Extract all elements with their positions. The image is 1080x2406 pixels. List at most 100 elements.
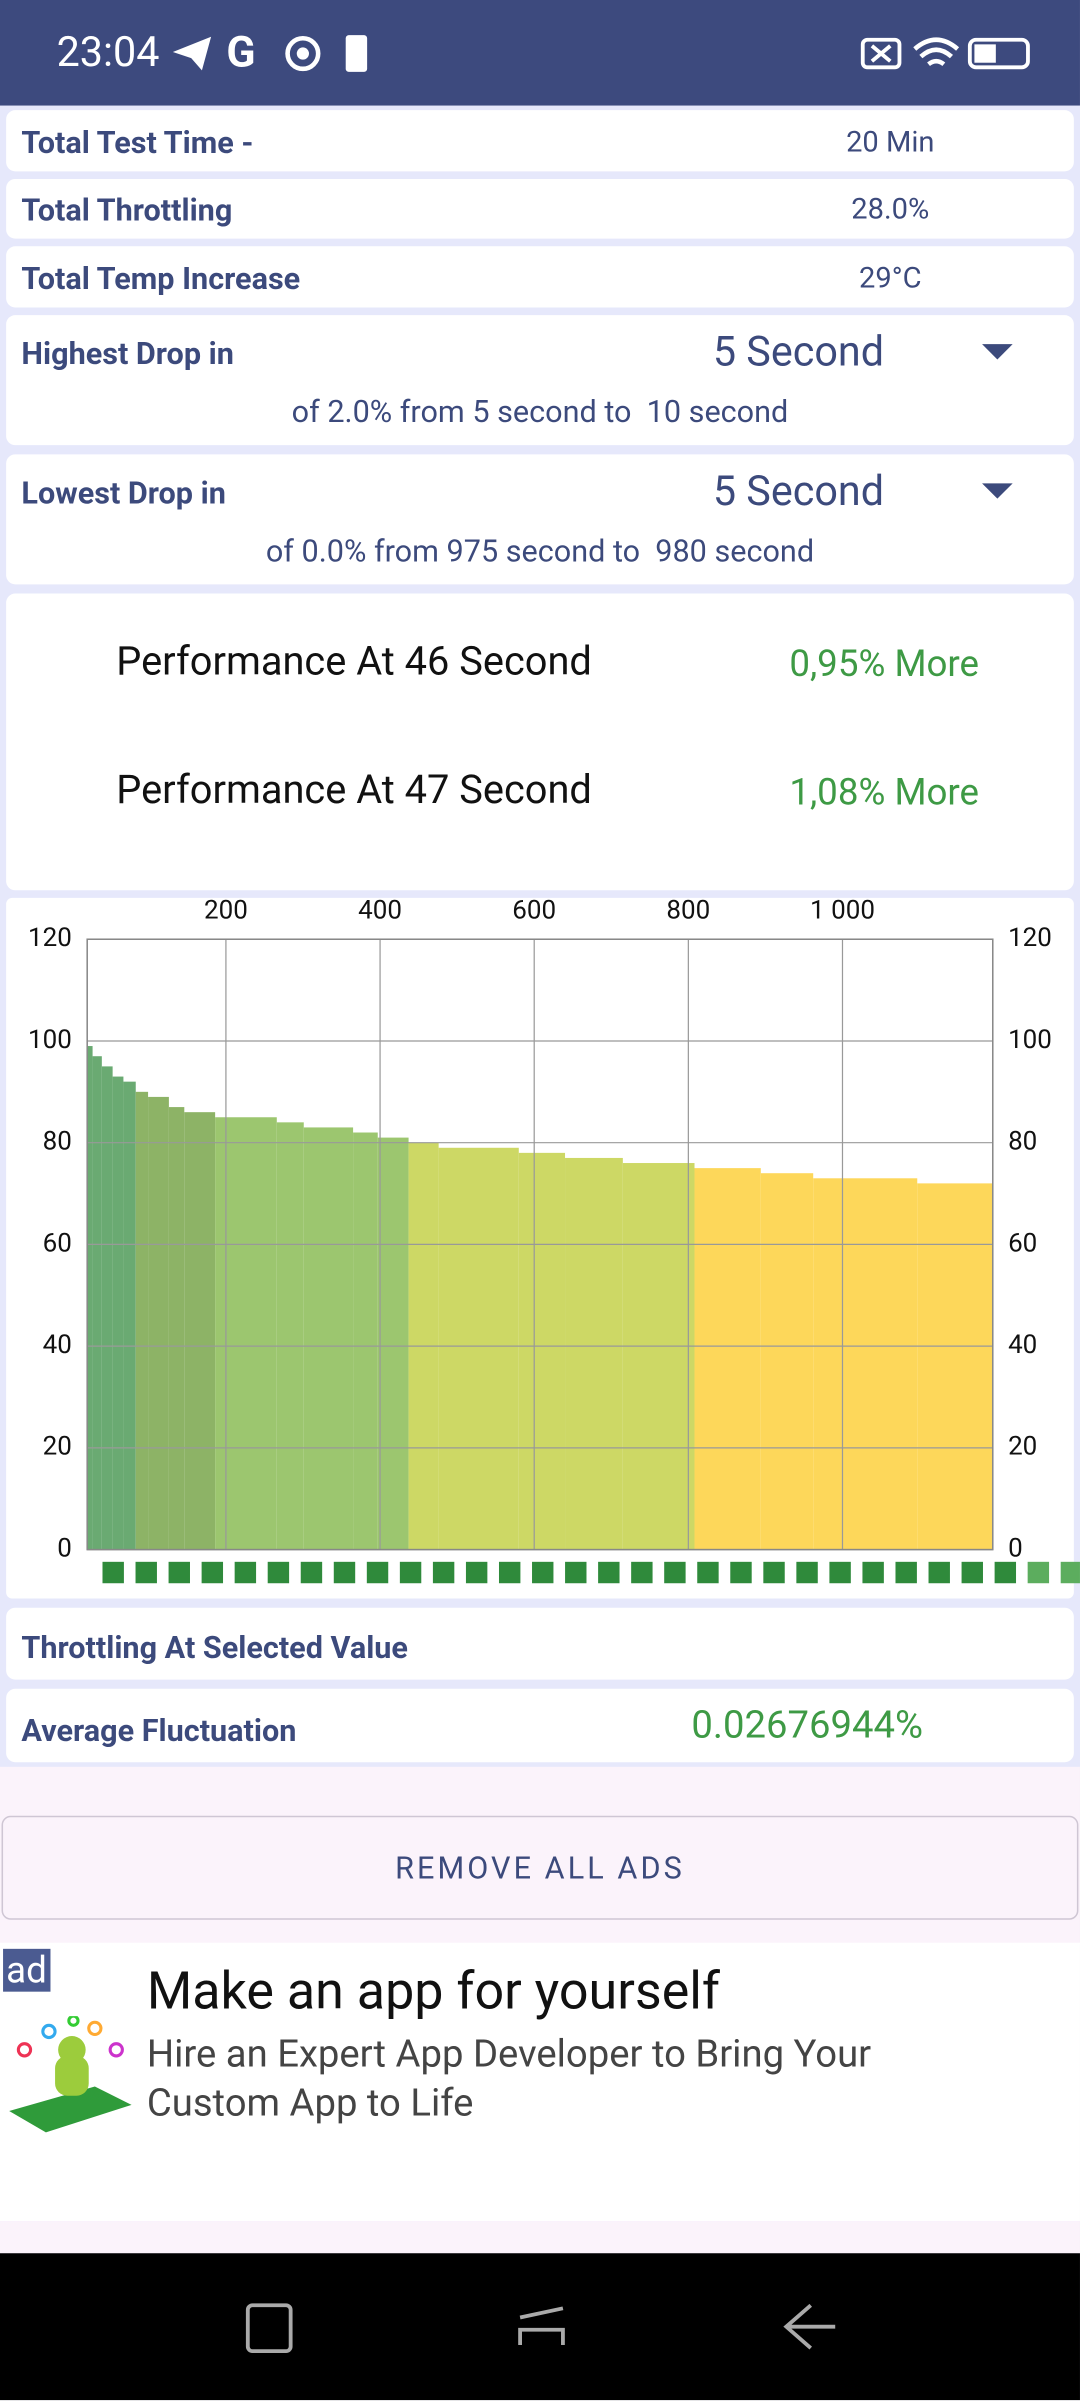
y-tick-label-right: 40 — [1008, 1330, 1037, 1360]
system-icons — [860, 37, 1030, 70]
ad-body: Hire an Expert App Developer to Bring Yo… — [146, 2032, 872, 2127]
bar — [148, 1096, 169, 1550]
navigation-bar — [0, 2253, 1080, 2401]
bar — [438, 1147, 519, 1550]
summary-row: Total Throttling 28.0% — [6, 178, 1074, 239]
selector-dot — [994, 1561, 1017, 1584]
back-button[interactable] — [783, 2303, 836, 2350]
y-tick-label: 100 — [28, 1025, 72, 1055]
fluctuation-row: Average Fluctuation 0.02676944% — [6, 1688, 1074, 1763]
selector-dot — [532, 1561, 554, 1584]
bar — [168, 1107, 185, 1550]
selector-dot — [1027, 1561, 1050, 1584]
ad-icon — [9, 2016, 132, 2133]
bar — [87, 1046, 93, 1550]
label: Throttling At Selected Value — [21, 1629, 408, 1666]
selector-dot — [399, 1561, 422, 1584]
performance-value: 1,08% More — [789, 770, 980, 814]
y-tick-label: 0 — [57, 1533, 72, 1563]
y-tick-label: 80 — [43, 1127, 72, 1157]
ad-banner[interactable]: ad Make an app for yourself Hire an Expe… — [0, 1942, 1080, 2222]
label: Average Fluctuation — [21, 1711, 297, 1749]
y-tick-label: 20 — [43, 1432, 72, 1462]
x-tick-label: 200 — [204, 896, 248, 926]
selector-dot — [895, 1561, 917, 1584]
row-value: 29°C — [859, 260, 922, 296]
bar — [123, 1081, 136, 1550]
y-tick-label-right: 20 — [1008, 1432, 1037, 1462]
bar — [276, 1122, 304, 1550]
performance-label: Performance At 46 Second — [116, 639, 592, 686]
selector-dot — [168, 1561, 190, 1584]
ad-badge: ad — [3, 1948, 50, 1992]
selector-dot — [201, 1561, 224, 1584]
selector-dot — [796, 1561, 818, 1584]
summary-row: Total Test Time - 20 Min — [6, 110, 1074, 172]
selector-dot — [763, 1561, 785, 1584]
selector-dot — [598, 1561, 620, 1584]
bar — [112, 1076, 124, 1550]
row-value: 20 Min — [846, 123, 935, 160]
selector-dot — [1060, 1561, 1080, 1584]
selector-dot — [267, 1561, 290, 1584]
bar — [353, 1132, 378, 1550]
ad-title: Make an app for yourself — [146, 1961, 721, 2023]
bar — [565, 1157, 623, 1550]
bar — [622, 1163, 695, 1550]
selector-dot — [829, 1561, 851, 1584]
selector-dot — [135, 1561, 157, 1584]
nav-icons — [245, 2303, 836, 2354]
selector-dot — [102, 1561, 124, 1584]
highest-drop-card: Highest Drop in 5 Second of 2.0% from 5 … — [6, 315, 1074, 446]
svg-text:G: G — [226, 31, 255, 77]
bar — [184, 1112, 216, 1550]
y-tick-label: 60 — [43, 1228, 72, 1258]
throttling-row: Throttling At Selected Value — [6, 1607, 1074, 1680]
bar — [135, 1091, 149, 1550]
y-tick-label-right: 100 — [1008, 1025, 1052, 1055]
y-tick-label: 120 — [28, 923, 72, 953]
dropdown-value[interactable]: 5 Second — [712, 327, 884, 377]
selector-dot — [730, 1561, 752, 1584]
bar — [760, 1173, 814, 1550]
selector-dot — [928, 1561, 950, 1584]
selector-dot — [498, 1561, 521, 1584]
remove-ads-button[interactable]: REMOVE ALL ADS — [1, 1815, 1079, 1920]
fluctuation-value: 0.02676944% — [691, 1704, 923, 1749]
clock: 23:04 — [56, 27, 160, 77]
y-tick-label-right: 80 — [1008, 1127, 1037, 1157]
recents-button[interactable] — [245, 2303, 293, 2354]
status-bar: 23:04 G — [0, 0, 1080, 106]
selector-dot — [697, 1561, 719, 1584]
home-button[interactable] — [518, 2306, 565, 2346]
selector-dot — [234, 1561, 257, 1584]
bar — [215, 1117, 277, 1550]
dropdown-arrow[interactable] — [982, 483, 1013, 499]
selector-dot — [300, 1561, 323, 1584]
spacer — [0, 2221, 1080, 2254]
chart: 0 0 20 20 40 40 60 60 80 80 100 100 120 120 200 400 600 8… — [28, 896, 1080, 1584]
selector-dot — [465, 1561, 488, 1584]
bar — [92, 1056, 102, 1550]
x-tick-label: 1 000 — [810, 896, 875, 926]
ads-area: REMOVE ALL ADS — [0, 1766, 1080, 1945]
y-tick-label: 40 — [43, 1330, 72, 1360]
selector-dot — [565, 1561, 587, 1584]
label: Lowest Drop in — [21, 474, 226, 511]
label: Highest Drop in — [21, 335, 234, 372]
x-tick-label: 600 — [512, 896, 556, 926]
bar — [303, 1127, 354, 1550]
selector-dot — [333, 1561, 356, 1584]
selector-dot — [432, 1561, 455, 1584]
bar — [694, 1168, 761, 1550]
selector-dot — [664, 1561, 686, 1584]
row-label: Total Temp Increase — [21, 260, 301, 297]
selector-dot — [631, 1561, 653, 1584]
dropdown-arrow[interactable] — [982, 344, 1013, 360]
row-label: Total Test Time - — [21, 123, 254, 161]
performance-card: Performance At 46 Second 0,95% More Perf… — [6, 593, 1074, 891]
dropdown-value[interactable]: 5 Second — [712, 466, 884, 516]
y-tick-label-right: 120 — [1008, 923, 1052, 953]
x-tick-label: 400 — [358, 896, 402, 926]
